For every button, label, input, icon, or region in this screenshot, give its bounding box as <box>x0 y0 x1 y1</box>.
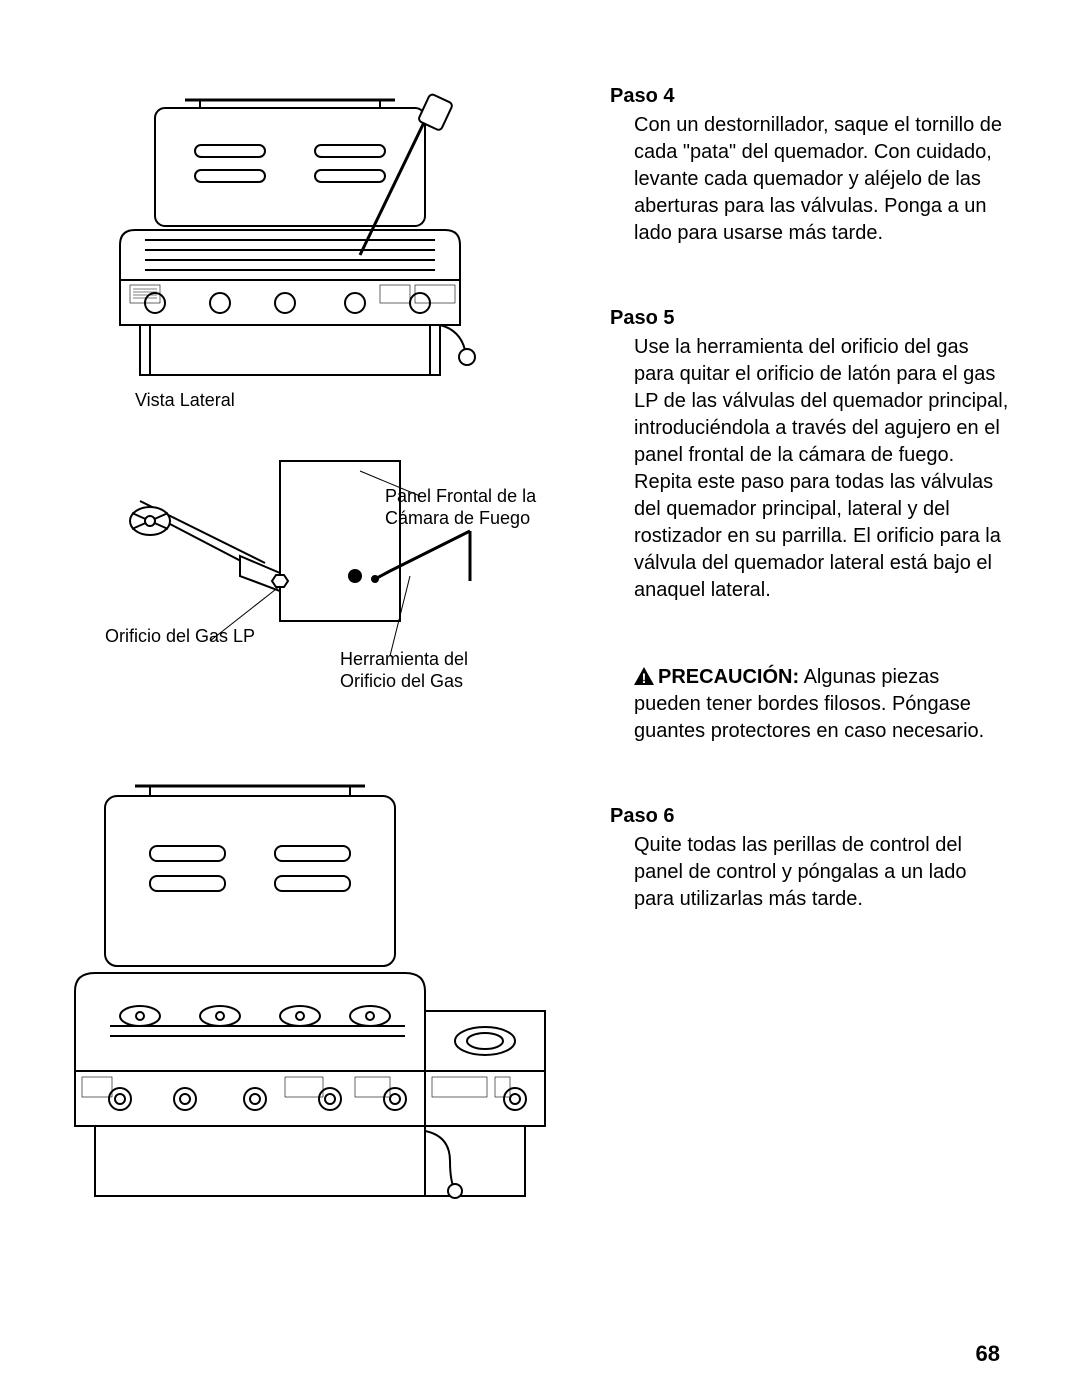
step-4-title: Paso 4 <box>610 85 1010 108</box>
manual-page: Vista Lateral <box>70 60 1010 1357</box>
figure-grill-knob-removal <box>70 741 550 1201</box>
step-4: Paso 4 Con un destornillador, saque el t… <box>610 85 1010 247</box>
left-column: Vista Lateral <box>70 60 570 1357</box>
step-5-body: Use la herramienta del orificio del gas … <box>610 334 1010 604</box>
warning-icon <box>634 667 654 685</box>
label-herramienta: Herramienta del Orificio del Gas <box>340 649 500 692</box>
figure-grill-side-view <box>100 60 490 380</box>
label-panel-frontal: Panel Frontal de la Cámara de Fuego <box>385 486 545 529</box>
figure1-caption: Vista Lateral <box>135 390 570 411</box>
step-5-title: Paso 5 <box>610 307 1010 330</box>
step-6-body: Quite todas las perillas de control del … <box>610 832 1010 913</box>
caution-block: PRECAUCIÓN: Algunas piezas pueden tener … <box>634 664 1010 745</box>
right-column: Paso 4 Con un destornillador, saque el t… <box>610 60 1010 1357</box>
step-6: Paso 6 Quite todas las perillas de contr… <box>610 805 1010 913</box>
step-6-title: Paso 6 <box>610 805 1010 828</box>
label-orificio-lp: Orificio del Gas LP <box>105 626 255 648</box>
figure-orifice-detail: Panel Frontal de la Cámara de Fuego Orif… <box>90 431 530 711</box>
step-5: Paso 5 Use la herramienta del orificio d… <box>610 307 1010 604</box>
step-4-body: Con un destornillador, saque el tornillo… <box>610 112 1010 247</box>
caution-label: PRECAUCIÓN: <box>658 666 799 688</box>
page-number: 68 <box>976 1341 1000 1367</box>
